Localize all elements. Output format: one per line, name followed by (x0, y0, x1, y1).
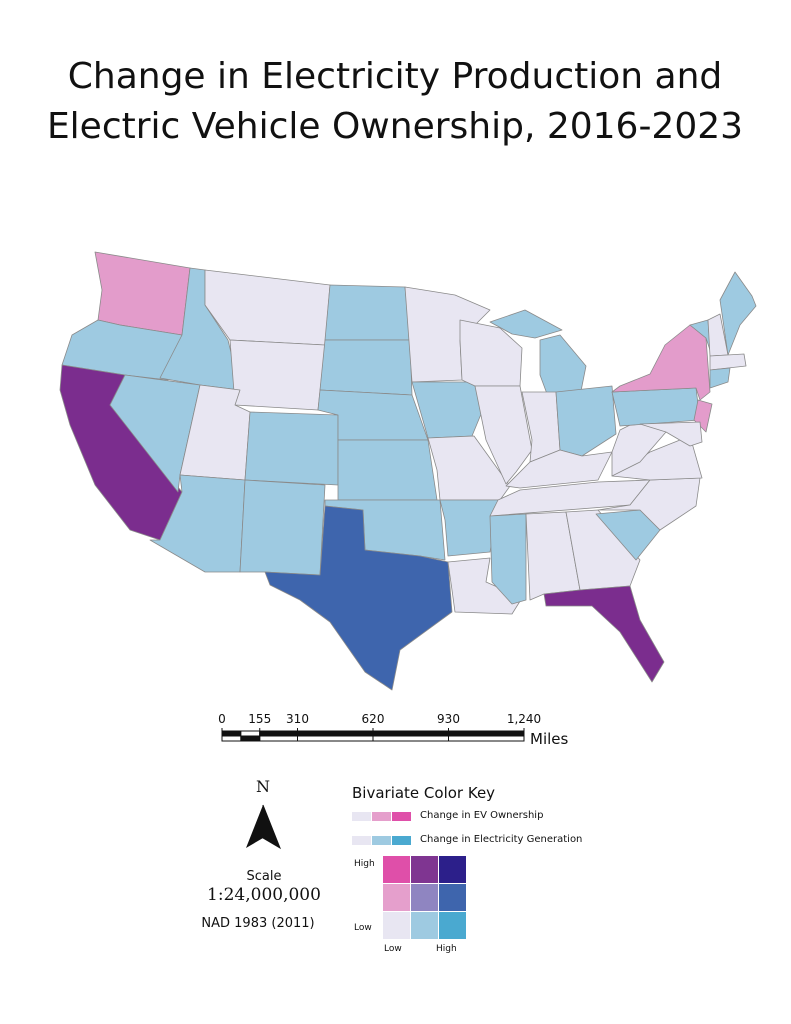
state (337, 439, 438, 501)
state (611, 324, 711, 401)
scale-segment (372, 735, 449, 742)
scale-segment (297, 730, 374, 737)
state (447, 557, 523, 615)
state (611, 387, 701, 427)
title-line: Change in Electricity Production and (68, 56, 723, 97)
scale-tick-label: 155 (248, 712, 271, 726)
scale-bar: Miles 0 155 310 620 930 1,240 (218, 712, 568, 748)
state (489, 309, 563, 339)
swatch (372, 812, 391, 821)
state (411, 381, 487, 439)
key-x-high: High (436, 944, 457, 954)
swatch (352, 836, 371, 845)
scale-unit: Miles (530, 730, 569, 748)
key-cell (411, 912, 438, 939)
key-y-low: Low (354, 923, 372, 933)
key-cell (439, 912, 466, 939)
scale-segment (297, 735, 374, 742)
scale-tick-label: 310 (286, 712, 309, 726)
legend-electricity: Change in Electricity Generation (420, 834, 582, 845)
swatch (352, 812, 371, 821)
swatch (372, 836, 391, 845)
scale-segment (448, 735, 525, 742)
arrow-right (262, 804, 281, 850)
key-y-high: High (354, 859, 375, 869)
scale-segment (221, 735, 242, 742)
state (709, 367, 731, 389)
legend-ev: Change in EV Ownership (420, 810, 543, 821)
state (709, 353, 747, 371)
state (555, 385, 617, 457)
key-cell (411, 856, 438, 883)
key-cell (383, 884, 410, 911)
scale-tick-label: 620 (362, 712, 385, 726)
swatch (392, 812, 411, 821)
scale-label: Scale (247, 869, 282, 884)
arrow-left (246, 805, 263, 848)
scale-ratio: 1:24,000,000 (207, 885, 321, 905)
legend-title: Bivariate Color Key (352, 784, 495, 802)
state (489, 513, 527, 605)
scale-segment (448, 730, 525, 737)
scale-segment (240, 730, 261, 737)
key-cell (383, 856, 410, 883)
scale-segment (259, 730, 298, 737)
state (439, 499, 501, 557)
state (319, 339, 413, 396)
state (109, 374, 201, 493)
state (474, 385, 533, 485)
state (244, 411, 339, 486)
state (229, 339, 326, 411)
state (324, 284, 411, 341)
state (565, 509, 641, 591)
scale-tick-label: 0 (218, 712, 226, 726)
state (264, 505, 453, 691)
key-cell (383, 912, 410, 939)
state (543, 585, 665, 683)
datum: NAD 1983 (2011) (201, 916, 314, 931)
key-cell (439, 884, 466, 911)
scale-segment (372, 730, 449, 737)
key-x-low: Low (384, 944, 402, 954)
key-cell (439, 856, 466, 883)
key-cell (411, 884, 438, 911)
state (639, 421, 703, 447)
state (505, 449, 613, 489)
title-line: Electric Vehicle Ownership, 2016-2023 (47, 106, 743, 147)
scale-segment (221, 730, 242, 737)
us-map (59, 251, 757, 691)
scale-tick-label: 1,240 (507, 712, 541, 726)
swatch (392, 836, 411, 845)
scale-segment (259, 735, 298, 742)
scale-tick-label: 930 (437, 712, 460, 726)
scale-segment (240, 735, 261, 742)
north-label: N (256, 777, 270, 796)
state (239, 479, 326, 576)
legend: Bivariate Color Key Change in EV Ownersh… (352, 784, 582, 954)
north-arrow: N (246, 777, 281, 850)
